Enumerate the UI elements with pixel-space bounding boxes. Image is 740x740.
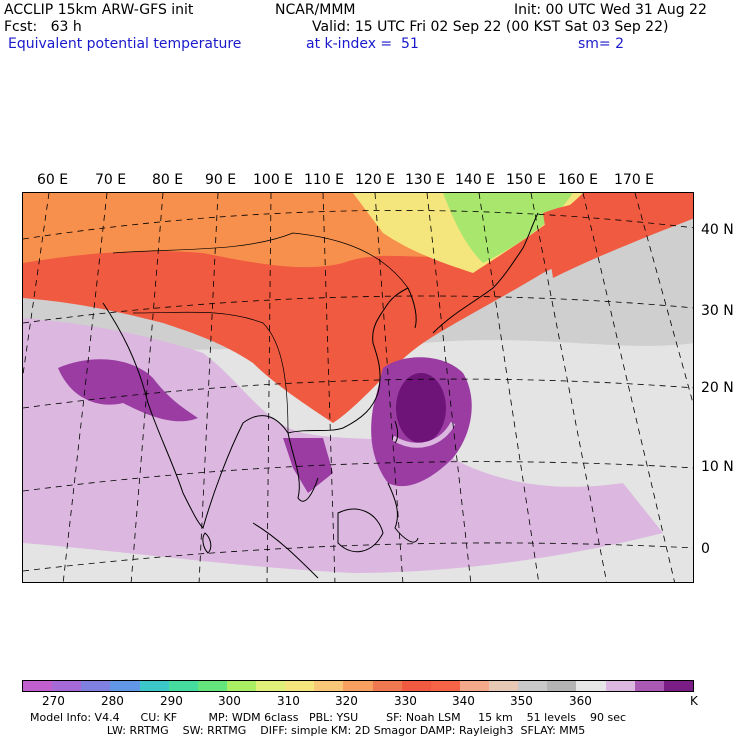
lon-label: 170 E bbox=[614, 172, 655, 188]
colorbar-swatch bbox=[663, 681, 693, 691]
colorbar-label: 340 bbox=[452, 694, 475, 708]
colorbar bbox=[22, 680, 694, 692]
moist-region-southasia bbox=[23, 318, 663, 573]
lat-label: 20 N bbox=[701, 380, 734, 396]
lon-label: 100 E bbox=[253, 172, 294, 188]
colorbar-label: 360 bbox=[569, 694, 592, 708]
smoothing-label: sm= 2 bbox=[578, 36, 625, 52]
model-info-line2: LW: RRTMG SW: RRTMG DIFF: simple KM: 2D … bbox=[30, 724, 586, 737]
lon-label: 140 E bbox=[455, 172, 496, 188]
colorbar-label: 320 bbox=[335, 694, 358, 708]
colorbar-swatch bbox=[314, 681, 344, 691]
lon-label: 110 E bbox=[304, 172, 345, 188]
lon-label: 160 E bbox=[558, 172, 599, 188]
border-lines bbox=[112, 232, 409, 434]
colorbar-swatch bbox=[430, 681, 460, 691]
cool-band-green bbox=[443, 193, 573, 263]
field-name: Equivalent potential temperature bbox=[8, 36, 242, 52]
lon-gridline bbox=[530, 193, 608, 582]
level-index: at k-index = 51 bbox=[306, 36, 419, 52]
colorbar-swatch bbox=[81, 681, 111, 691]
lon-gridline bbox=[634, 193, 693, 405]
coastline-india bbox=[102, 302, 289, 529]
lon-label: 130 E bbox=[405, 172, 446, 188]
colorbar-label: 300 bbox=[218, 694, 241, 708]
center-label: NCAR/MMM bbox=[275, 2, 356, 18]
high-theta-india bbox=[58, 359, 198, 422]
colorbar-swatch bbox=[52, 681, 82, 691]
lat-label: 30 N bbox=[701, 303, 734, 319]
colorbar-label: 280 bbox=[101, 694, 124, 708]
init-time: Init: 00 UTC Wed 31 Aug 22 bbox=[514, 2, 707, 18]
lat-label: 0 bbox=[701, 541, 710, 557]
colorbar-swatch bbox=[256, 681, 286, 691]
valid-time: Valid: 15 UTC Fri 02 Sep 22 (00 KST Sat … bbox=[312, 19, 669, 35]
coastline-china bbox=[287, 287, 409, 434]
lon-label: 120 E bbox=[355, 172, 396, 188]
colorbar-swatch bbox=[197, 681, 227, 691]
lon-label: 90 E bbox=[205, 172, 237, 188]
colorbar-swatch bbox=[23, 681, 53, 691]
colorbar-label: 290 bbox=[160, 694, 183, 708]
model-info-line1: Model Info: V4.4 CU: KF MP: WDM 6class P… bbox=[30, 711, 627, 724]
typhoon-spiral bbox=[391, 421, 456, 448]
colorbar-swatch bbox=[372, 681, 402, 691]
colorbar-swatch bbox=[634, 681, 664, 691]
colorbar-swatch bbox=[605, 681, 635, 691]
forecast-hour: Fcst: 63 h bbox=[4, 19, 82, 35]
theta-e-map bbox=[23, 193, 693, 582]
longitude-gridlines bbox=[23, 193, 693, 582]
coastline-taiwan bbox=[394, 420, 399, 444]
coastline-srilanka bbox=[202, 532, 212, 554]
colorbar-swatch bbox=[226, 681, 256, 691]
colorbar-label: 270 bbox=[42, 694, 65, 708]
model-title: ACCLIP 15km ARW-GFS init bbox=[4, 2, 194, 18]
colorbar-swatch bbox=[518, 681, 548, 691]
lat-label: 40 N bbox=[701, 222, 734, 238]
lat-label: 10 N bbox=[701, 459, 734, 475]
colorbar-label: 330 bbox=[394, 694, 417, 708]
coastline-japan bbox=[432, 212, 539, 334]
lon-label: 70 E bbox=[95, 172, 127, 188]
lon-label: 150 E bbox=[506, 172, 547, 188]
colorbar-swatch bbox=[285, 681, 315, 691]
lon-label: 80 E bbox=[152, 172, 184, 188]
coastline-korea bbox=[407, 287, 417, 329]
colorbar-swatch bbox=[343, 681, 373, 691]
colorbar-swatch bbox=[547, 681, 577, 691]
lon-gridline bbox=[582, 193, 675, 582]
colorbar-swatch bbox=[110, 681, 140, 691]
colorbar-label: 310 bbox=[277, 694, 300, 708]
warm-band-north-pacific bbox=[543, 193, 693, 278]
colorbar-swatch bbox=[168, 681, 198, 691]
coastline-philippines bbox=[387, 482, 419, 543]
colorbar-unit: K bbox=[690, 694, 698, 708]
colorbar-swatch bbox=[459, 681, 489, 691]
colorbar-label: 350 bbox=[510, 694, 533, 708]
colorbar-swatch bbox=[489, 681, 519, 691]
colorbar-swatch bbox=[401, 681, 431, 691]
colorbar-swatch bbox=[576, 681, 606, 691]
coastline-indochina bbox=[287, 432, 319, 502]
map-panel bbox=[22, 192, 694, 583]
typhoon-core bbox=[396, 373, 446, 443]
colorbar-swatch bbox=[139, 681, 169, 691]
coastline-borneo bbox=[337, 508, 384, 553]
lon-label: 60 E bbox=[37, 172, 69, 188]
